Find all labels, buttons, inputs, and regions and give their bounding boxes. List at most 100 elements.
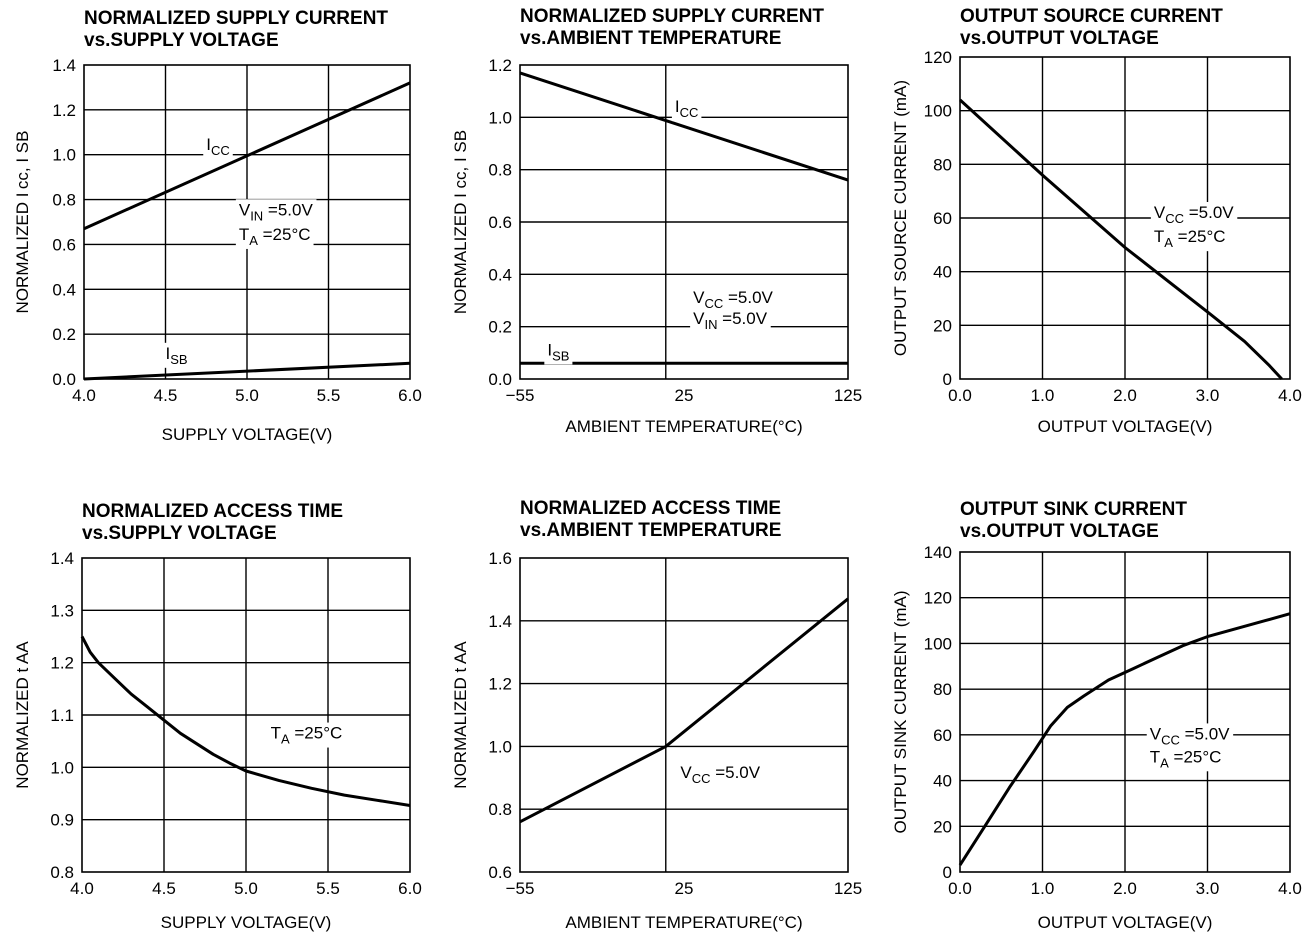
- y-tick-label: 100: [924, 102, 952, 121]
- x-axis-label: OUTPUT VOLTAGE(V): [1038, 913, 1213, 932]
- chart-title: NORMALIZED SUPPLY CURRENT: [520, 6, 824, 27]
- x-tick-label: 2.0: [1113, 386, 1137, 405]
- x-tick-label: 4.0: [70, 879, 94, 898]
- series-line-IOH: [958, 98, 1283, 381]
- y-tick-label: 60: [933, 209, 952, 228]
- x-tick-label: −55: [506, 386, 535, 405]
- y-tick-label: 0.8: [488, 800, 512, 819]
- y-tick-label: 1.2: [50, 654, 74, 673]
- annotation-backdrop: [267, 722, 346, 748]
- y-axis-label: OUTPUT SOURCE CURRENT (mA): [891, 80, 910, 356]
- annotation-backdrop: [1146, 723, 1234, 749]
- y-tick-label: 120: [924, 589, 952, 608]
- series-line-ISB: [83, 361, 411, 381]
- y-tick-label: 1.2: [52, 101, 76, 120]
- x-tick-label: 0.0: [948, 879, 972, 898]
- annotation-backdrop: [1146, 746, 1225, 772]
- x-tick-label: 25: [675, 879, 694, 898]
- y-tick-label: 80: [933, 155, 952, 174]
- y-axis-label: NORMALIZED t AA: [451, 641, 470, 789]
- y-tick-label: 60: [933, 726, 952, 745]
- y-tick-label: 0.2: [488, 318, 512, 337]
- y-tick-label: 0.6: [488, 863, 512, 882]
- y-tick-label: 1.3: [50, 601, 74, 620]
- x-tick-label: 2.0: [1113, 879, 1137, 898]
- y-tick-label: 0.6: [488, 213, 512, 232]
- annotation-label: VCC =5.0V: [1154, 203, 1234, 226]
- chart-title: OUTPUT SINK CURRENT: [960, 499, 1187, 520]
- y-tick-label: 120: [924, 48, 952, 67]
- chart-title: OUTPUT SOURCE CURRENT: [960, 6, 1223, 27]
- x-axis-label: OUTPUT VOLTAGE(V): [1038, 417, 1213, 436]
- y-tick-label: 0.0: [52, 370, 76, 389]
- chart-title: vs.OUTPUT VOLTAGE: [960, 521, 1159, 542]
- annotation-backdrop: [690, 287, 777, 313]
- plot-frame: [83, 64, 411, 380]
- y-tick-label: 1.4: [52, 56, 76, 75]
- y-tick-label: 0: [943, 370, 952, 389]
- series-line-IOL: [958, 612, 1291, 866]
- y-tick-label: 1.4: [50, 549, 74, 568]
- plot-frame: [959, 56, 1291, 380]
- chart-title: NORMALIZED SUPPLY CURRENT: [84, 8, 388, 29]
- x-axis-label: SUPPLY VOLTAGE(V): [161, 913, 332, 932]
- y-tick-label: 0.0: [488, 370, 512, 389]
- annotation-label: ICC: [675, 97, 699, 120]
- y-axis-label: NORMALIZED t AA: [13, 641, 32, 789]
- y-tick-label: 80: [933, 680, 952, 699]
- x-tick-label: 4.5: [152, 879, 176, 898]
- x-tick-label: 4.5: [154, 386, 178, 405]
- y-tick-label: 0: [943, 863, 952, 882]
- x-tick-label: 3.0: [1196, 879, 1220, 898]
- y-tick-label: 100: [924, 634, 952, 653]
- y-tick-label: 1.0: [52, 146, 76, 165]
- annotation-backdrop: [690, 308, 771, 334]
- y-tick-label: 40: [933, 772, 952, 791]
- x-tick-label: 4.0: [72, 386, 96, 405]
- y-tick-label: 0.9: [50, 811, 74, 830]
- y-tick-label: 1.1: [50, 706, 74, 725]
- x-tick-label: 5.5: [317, 386, 341, 405]
- plot-frame: [519, 64, 849, 380]
- y-tick-label: 1.0: [488, 108, 512, 127]
- annotation-backdrop: [1150, 226, 1229, 252]
- chart-title: vs.AMBIENT TEMPERATURE: [520, 28, 781, 49]
- y-tick-label: 0.8: [50, 863, 74, 882]
- y-tick-label: 0.4: [52, 280, 76, 299]
- y-tick-label: 0.8: [52, 191, 76, 210]
- x-axis-label: SUPPLY VOLTAGE(V): [162, 425, 333, 444]
- annotation-label: TA =25°C: [239, 225, 311, 248]
- x-tick-label: 4.0: [1278, 386, 1302, 405]
- y-tick-label: 1.0: [50, 758, 74, 777]
- plot-frame: [959, 551, 1291, 873]
- chart-title: vs.OUTPUT VOLTAGE: [960, 28, 1159, 49]
- y-axis-label: NORMALIZED I cc, I SB: [451, 130, 470, 314]
- annotation-label: VCC =5.0V: [693, 288, 773, 311]
- y-tick-label: 20: [933, 316, 952, 335]
- annotation-label: VCC =5.0V: [1150, 724, 1230, 747]
- y-tick-label: 140: [924, 543, 952, 562]
- x-tick-label: 3.0: [1196, 386, 1220, 405]
- y-tick-label: 1.6: [488, 549, 512, 568]
- x-tick-label: 25: [675, 386, 694, 405]
- x-axis-label: AMBIENT TEMPERATURE(°C): [565, 417, 802, 436]
- annotation-backdrop: [677, 761, 764, 787]
- annotation-label: ICC: [206, 135, 230, 158]
- x-tick-label: 1.0: [1031, 879, 1055, 898]
- y-tick-label: 0.4: [488, 265, 512, 284]
- x-tick-label: 4.0: [1278, 879, 1302, 898]
- x-tick-label: 6.0: [398, 879, 422, 898]
- y-tick-label: 40: [933, 263, 952, 282]
- annotation-backdrop: [235, 223, 314, 249]
- plot-frame: [519, 557, 849, 873]
- x-tick-label: 6.0: [398, 386, 422, 405]
- y-tick-label: 0.2: [52, 325, 76, 344]
- x-tick-label: 5.5: [316, 879, 340, 898]
- annotation-label: ISB: [547, 340, 569, 363]
- series-line-ICC: [83, 81, 411, 231]
- y-tick-label: 1.4: [488, 612, 512, 631]
